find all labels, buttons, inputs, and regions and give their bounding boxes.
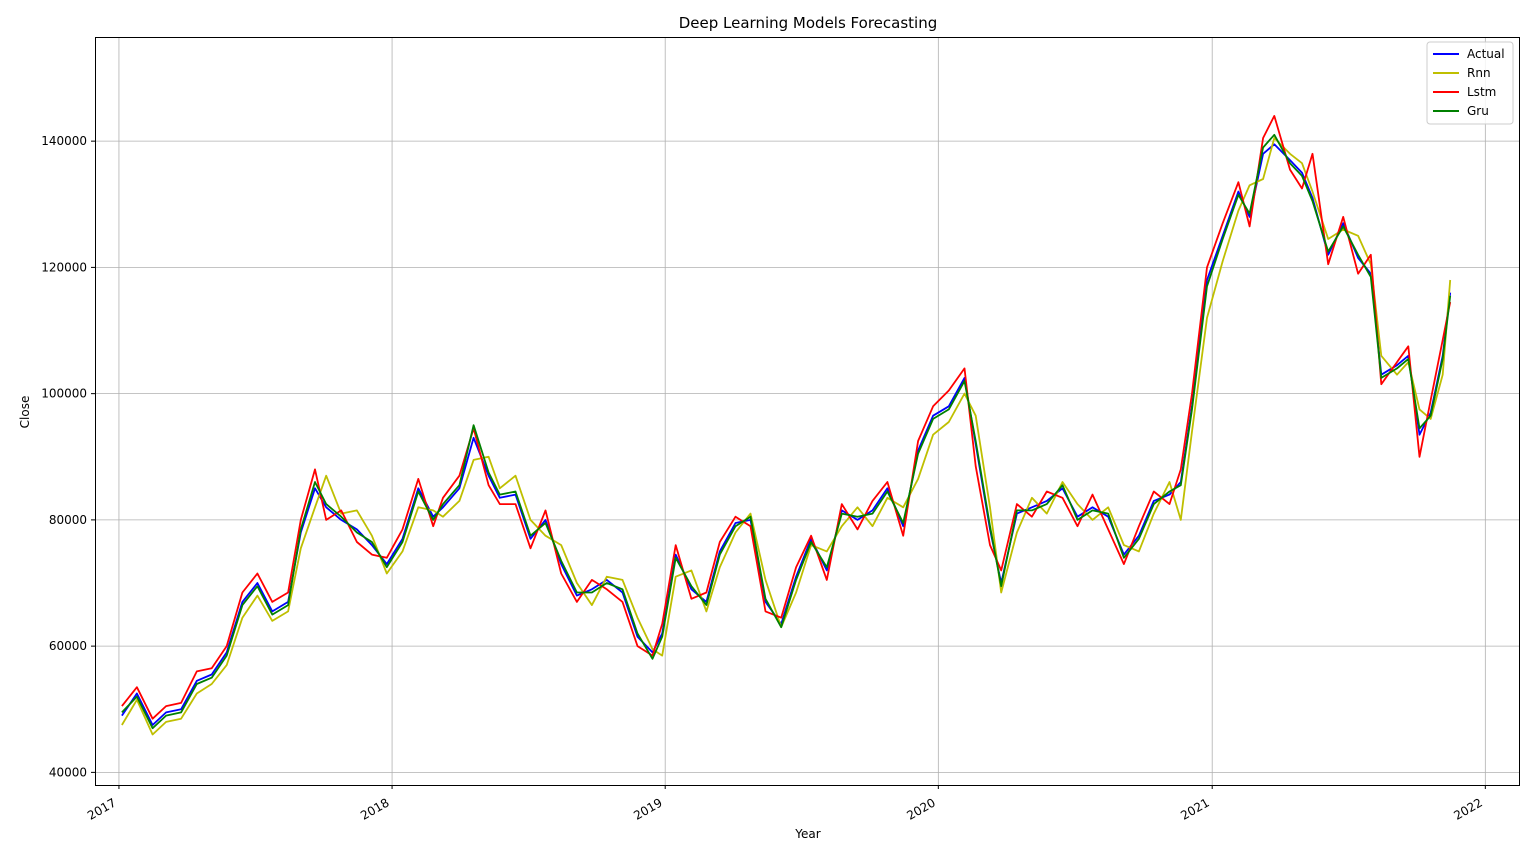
x-tick-label: 2022 bbox=[1451, 795, 1484, 822]
y-tick-label: 140000 bbox=[41, 134, 87, 148]
series-line-gru bbox=[122, 135, 1450, 728]
y-tick-label: 120000 bbox=[41, 260, 87, 274]
y-tick-label: 80000 bbox=[49, 513, 87, 527]
chart-title: Deep Learning Models Forecasting bbox=[679, 14, 937, 32]
legend-label-lstm: Lstm bbox=[1467, 85, 1496, 99]
x-tick-label: 2020 bbox=[904, 795, 937, 822]
legend-label-rnn: Rnn bbox=[1467, 66, 1491, 80]
x-tick-label: 2017 bbox=[85, 795, 118, 822]
y-tick-label: 100000 bbox=[41, 387, 87, 401]
x-axis-title: Year bbox=[794, 827, 820, 841]
plot-frame bbox=[96, 38, 1520, 786]
series-line-rnn bbox=[122, 138, 1450, 735]
series-lines bbox=[122, 116, 1450, 735]
grid-lines bbox=[95, 37, 1519, 785]
legend: Actual Rnn Lstm Gru bbox=[1427, 42, 1513, 124]
y-axis-title: Close bbox=[18, 396, 32, 429]
x-axis-ticks: 2017 2018 2019 2020 2021 2022 bbox=[85, 785, 1485, 823]
x-tick-label: 2019 bbox=[631, 795, 664, 822]
legend-label-gru: Gru bbox=[1467, 104, 1489, 118]
y-axis-ticks: 40000 60000 80000 100000 120000 140000 bbox=[41, 134, 95, 779]
x-tick-label: 2018 bbox=[358, 795, 391, 822]
series-line-actual bbox=[122, 144, 1450, 725]
y-tick-label: 60000 bbox=[49, 639, 87, 653]
legend-label-actual: Actual bbox=[1467, 47, 1505, 61]
y-tick-label: 40000 bbox=[49, 765, 87, 779]
x-tick-label: 2021 bbox=[1178, 795, 1211, 822]
